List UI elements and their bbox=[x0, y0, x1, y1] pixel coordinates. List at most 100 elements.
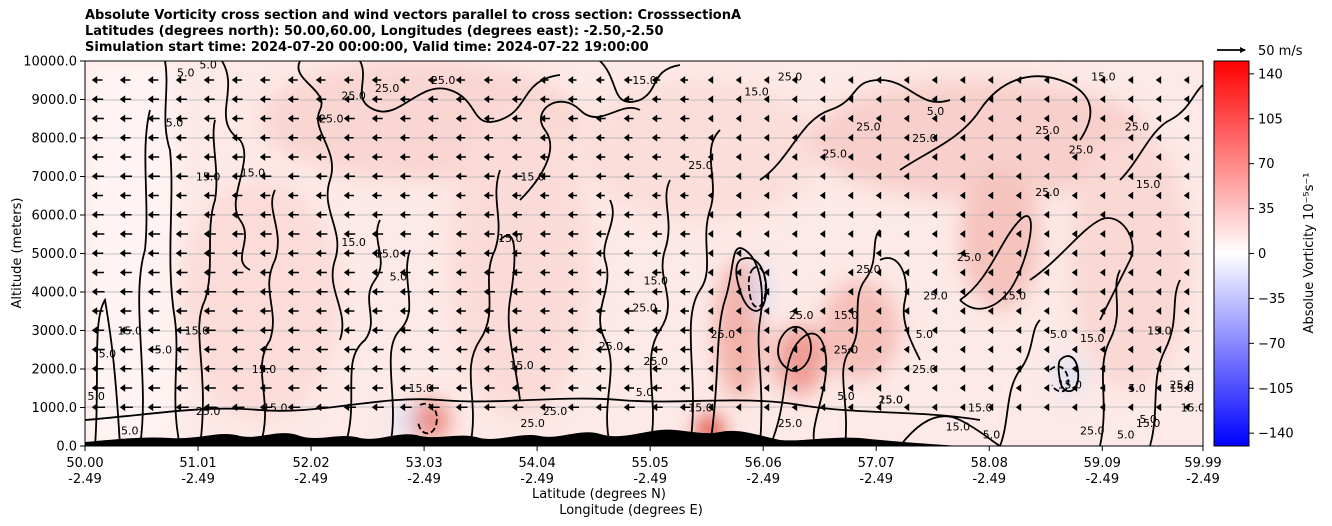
wind-vector bbox=[763, 249, 770, 258]
wind-vector bbox=[1183, 384, 1190, 392]
contour-label: 25.0 bbox=[196, 405, 221, 418]
wind-vector bbox=[819, 210, 826, 219]
wind-vector bbox=[623, 133, 633, 142]
wind-vector bbox=[511, 345, 524, 354]
wind-vector bbox=[399, 210, 411, 219]
wind-vector bbox=[903, 210, 910, 219]
wind-vector bbox=[987, 403, 994, 412]
wind-vector bbox=[679, 268, 690, 277]
contour-line bbox=[842, 229, 881, 446]
wind-vector bbox=[903, 153, 910, 161]
x-tick-label-lon: -2.49 bbox=[68, 472, 102, 487]
wind-vector bbox=[623, 172, 634, 181]
wind-vector bbox=[1015, 307, 1022, 315]
y-tick-label: 6000.0 bbox=[32, 209, 78, 224]
wind-vector bbox=[595, 249, 606, 258]
wind-vector bbox=[343, 287, 356, 296]
wind-vector bbox=[1183, 191, 1190, 200]
wind-vector bbox=[763, 114, 770, 123]
wind-vector bbox=[987, 287, 994, 296]
wind-vector bbox=[343, 172, 356, 181]
y-tick-label: 1000.0 bbox=[32, 401, 78, 416]
wind-vector bbox=[203, 76, 215, 84]
wind-vector bbox=[875, 153, 882, 161]
wind-vector bbox=[931, 133, 938, 142]
contour-label: 15.0 bbox=[241, 167, 266, 180]
wind-vector bbox=[427, 384, 439, 392]
wind-vector bbox=[819, 230, 826, 238]
wind-vector bbox=[903, 403, 910, 412]
wind-vector bbox=[1043, 95, 1050, 104]
wind-vector bbox=[707, 114, 714, 123]
wind-vector bbox=[1155, 326, 1162, 335]
wind-vector bbox=[539, 268, 550, 277]
wind-vector bbox=[483, 249, 494, 258]
wind-vector bbox=[455, 172, 467, 181]
contour-label: 15.0 bbox=[252, 363, 277, 376]
wind-vector bbox=[791, 114, 798, 123]
wind-vector bbox=[567, 364, 578, 373]
wind-vector bbox=[1155, 249, 1162, 258]
wind-vector bbox=[175, 403, 189, 412]
wind-vector bbox=[511, 210, 522, 219]
contour-label: 25.0 bbox=[1035, 186, 1060, 199]
wind-vector bbox=[847, 76, 854, 84]
wind-vector bbox=[959, 114, 966, 123]
wind-vector bbox=[847, 191, 854, 200]
contour-labels: 5.05.05.015.0 15.025.025.025.025.015.015.… bbox=[87, 59, 1203, 441]
wind-vector bbox=[315, 114, 327, 123]
wind-vector bbox=[903, 133, 910, 142]
contour-label: 5.0 bbox=[99, 347, 117, 360]
y-tick-label: 4000.0 bbox=[32, 286, 78, 301]
wind-vector bbox=[819, 307, 826, 315]
x-tick-label-lat: 54.04 bbox=[519, 456, 556, 471]
wind-vector bbox=[371, 191, 382, 200]
contour-label: 5.0 bbox=[199, 59, 217, 72]
wind-vector bbox=[1127, 345, 1134, 354]
wind-vector bbox=[119, 307, 132, 315]
y-tick-label: 2000.0 bbox=[32, 363, 78, 378]
wind-vector bbox=[735, 384, 742, 392]
wind-vector bbox=[1155, 133, 1162, 142]
wind-vector bbox=[847, 268, 854, 277]
wind-vector bbox=[539, 210, 550, 219]
wind-vector bbox=[595, 384, 607, 392]
wind-vector bbox=[343, 345, 356, 354]
wind-vector bbox=[1155, 230, 1162, 238]
wind-vector bbox=[203, 210, 216, 219]
contour-label: 15.0 bbox=[1002, 290, 1027, 303]
wind-vector bbox=[511, 249, 522, 258]
wind-vector bbox=[1043, 172, 1050, 181]
wind-vector bbox=[763, 172, 770, 181]
wind-vector bbox=[315, 384, 328, 392]
wind-vector bbox=[203, 307, 215, 315]
wind-vector bbox=[847, 307, 854, 315]
colorbar-tick-label: 105 bbox=[1258, 112, 1283, 127]
wind-vector bbox=[371, 133, 382, 142]
wind-vector bbox=[1015, 364, 1022, 373]
wind-vector bbox=[763, 268, 770, 277]
wind-vector bbox=[1127, 114, 1134, 123]
wind-vector bbox=[679, 345, 691, 354]
wind-vector bbox=[567, 326, 579, 335]
wind-vector bbox=[1015, 133, 1022, 142]
contour-label: 25.0 bbox=[1069, 143, 1094, 156]
wind-vector bbox=[847, 95, 854, 104]
contour-line bbox=[499, 234, 521, 401]
x-tick-label-lat: 59.99 bbox=[1184, 456, 1221, 471]
x-tick-label-lon: -2.49 bbox=[294, 472, 328, 487]
wind-vector bbox=[147, 403, 161, 412]
wind-vector bbox=[91, 114, 104, 123]
colorbar-gradient bbox=[1213, 60, 1250, 447]
wind-vector bbox=[1043, 230, 1050, 238]
wind-vector bbox=[315, 249, 327, 258]
wind-vector bbox=[651, 133, 661, 142]
wind-vector bbox=[847, 133, 854, 142]
wind-vector bbox=[903, 268, 910, 277]
contour-label: 25.0 bbox=[856, 263, 881, 276]
wind-vector bbox=[987, 153, 994, 161]
wind-vector bbox=[875, 403, 882, 412]
wind-vector bbox=[623, 307, 634, 315]
contour-label: 5.0 bbox=[121, 424, 139, 437]
wind-vector bbox=[875, 364, 882, 373]
